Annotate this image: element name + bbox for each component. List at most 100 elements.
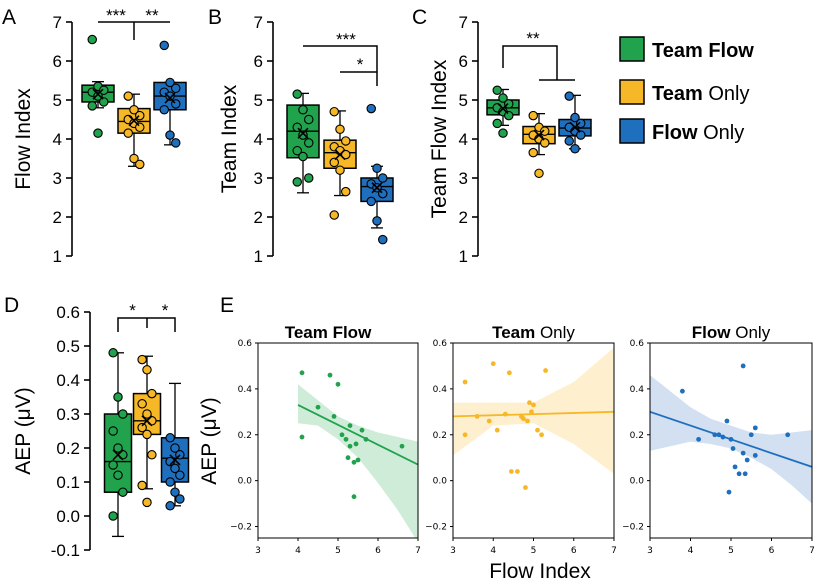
scatter-team-only-y-tick-label: 0.0: [433, 477, 448, 487]
panel-d-team-flow-point: [118, 487, 128, 497]
scatter-flow-only-point: [785, 432, 791, 438]
scatter-flow-only-point: [752, 425, 758, 431]
scatter-team-flow-title: Team Flow: [285, 323, 372, 342]
scatter-team-flow-point: [355, 457, 361, 463]
panel-a-sig-label: **: [145, 6, 159, 25]
panel-d-team-only-point: [142, 365, 152, 375]
legend-label: Team Only: [652, 83, 749, 105]
panel-b-team-flow-point: [304, 114, 314, 125]
panel-d-team-only-point: [137, 422, 147, 433]
panel-a-flow-only-point: [165, 91, 175, 101]
scatter-team-only-point: [535, 427, 540, 433]
panel-c-y-tick-label: 3: [459, 169, 468, 188]
scatter-team-only-point: [506, 370, 512, 376]
panel-d-team-flow-point: [113, 443, 123, 453]
panel-c-team-only-point: [528, 110, 538, 121]
scatter-flow-only-x-tick-label: 4: [688, 546, 694, 556]
panel-b-team-only-point: [329, 106, 339, 117]
panel-a-y-tick-label: 7: [53, 13, 62, 32]
scatter-team-only-point: [462, 379, 468, 385]
panel-c-flow-only-point: [570, 112, 580, 123]
panel-b-team-flow-point: [292, 177, 302, 187]
panel-c-flow-only-point: [570, 144, 580, 154]
panel-c-y-tick-label: 7: [459, 13, 468, 32]
scatter-team-only-title: Team Only: [492, 323, 575, 342]
scatter-flow-only-x-tick-label: 7: [809, 546, 815, 556]
scatter-flow-only-point: [728, 436, 734, 442]
panel-c-flow-only-mean-marker: [569, 121, 581, 133]
panel-d-flow-only-point: [165, 433, 175, 443]
scatter-flow-only-point: [680, 388, 685, 394]
panel-b-y-tick-label: 6: [254, 52, 263, 71]
scatter-team-only-point: [490, 361, 496, 367]
scatter-flow-only-y-tick-label: 0.2: [630, 431, 644, 441]
legend-label: Flow Only: [652, 122, 744, 144]
legend-label-rest: Only: [698, 122, 745, 144]
panel-b-flow-only-point: [378, 234, 388, 245]
panel-d-flow-only-mean-marker: [169, 454, 181, 466]
panel-letter-c: C: [412, 6, 427, 29]
scatter-flow-only-y-tick-label: 0.6: [630, 339, 645, 349]
panel-d-team-flow-point: [113, 470, 123, 480]
panel-d-team-only-point: [147, 450, 157, 460]
scatter-team-only-y-tick-label: −0.2: [425, 523, 447, 533]
panel-b-team-flow-point: [298, 130, 308, 140]
scatter-team-flow-fit-line: [297, 404, 418, 466]
panel-c-y-tick-label: 6: [459, 52, 468, 71]
panel-d-team-only-point: [142, 429, 152, 440]
panel-b-flow-only-point: [372, 163, 382, 174]
panel-b-team-only-point: [335, 165, 345, 175]
legend-label: Team Flow: [652, 40, 754, 62]
panel-c-y-tick-label: 5: [459, 91, 468, 110]
panel-a-team-flow-mean-marker: [92, 88, 104, 100]
panel-b-flow-only-point: [366, 196, 376, 207]
scatter-team-flow-point: [315, 404, 321, 410]
scatter-team-flow-point: [339, 432, 345, 438]
legend-swatch: [619, 79, 645, 105]
panel-a-team-flow-point: [87, 34, 97, 45]
panel-b-sig-label: ***: [336, 30, 356, 49]
scatter-team-only-plot-area: [453, 347, 614, 490]
scatter-team-only-point: [486, 418, 492, 424]
scatter-flow-only-point: [742, 471, 748, 477]
scatter-team-only-point: [525, 418, 530, 424]
panel-d-team-only-mean-marker: [141, 415, 153, 427]
panel-c-team-flow-mean-marker: [497, 103, 509, 115]
panel-b-team-only-point: [329, 157, 339, 168]
scatter-team-only-y-tick-label: 0.2: [433, 431, 447, 441]
panel-a-team-only-mean-marker: [128, 115, 140, 127]
scatter-team-flow-point: [351, 459, 357, 465]
scatter-flow-only-title: Flow Only: [692, 323, 771, 342]
scatter-flow-only-point: [720, 434, 726, 440]
panel-a-flow-only-point: [159, 105, 169, 115]
panel-b-y-tick-label: 3: [254, 169, 263, 188]
panel-d-y-label: AEP (μV): [12, 387, 35, 475]
panel-c-team-flow-point: [492, 118, 502, 129]
panel-b-team-flow-point: [292, 145, 302, 156]
scatter-team-only-point: [523, 485, 528, 490]
scatter-team-flow-point: [335, 381, 341, 387]
scatter-flow-only-point: [724, 418, 730, 424]
panel-d-flow-only-point: [165, 477, 175, 487]
panel-d-y-tick-label: 0.2: [56, 439, 80, 458]
scatter-team-flow-point: [345, 455, 351, 461]
scatter-team-flow-point: [347, 423, 353, 428]
scatter-team-only-x-tick-label: 4: [490, 546, 496, 556]
panel-a-y-tick-label: 1: [53, 247, 62, 266]
panel-d-team-flow-point: [118, 409, 128, 419]
panel-a-team-flow-point: [99, 97, 109, 107]
scatter-team-only-point: [474, 414, 480, 419]
scatter-team-only-y-tick-label: 0.4: [433, 385, 448, 395]
scatter-team-only-point: [508, 469, 514, 474]
scatter-flow-only-point: [696, 436, 701, 442]
panel-b-team-only-point: [329, 210, 339, 220]
panel-b-team-only-point: [335, 124, 345, 135]
panel-c-team-flow-point: [498, 128, 508, 138]
scatter-team-flow-x-tick-label: 7: [415, 546, 421, 556]
scatter-team-only-point: [529, 409, 534, 415]
panel-letter-b: B: [208, 6, 222, 29]
panel-b-team-only-mean-marker: [334, 149, 346, 161]
panel-a-sig-label: ***: [106, 6, 126, 25]
scatter-team-flow-point: [359, 427, 365, 433]
